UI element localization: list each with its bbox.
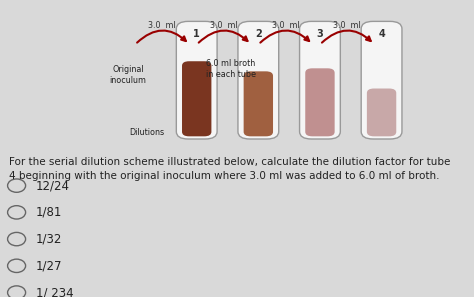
FancyBboxPatch shape	[300, 21, 340, 139]
Text: 1/27: 1/27	[36, 259, 62, 272]
Text: 3: 3	[317, 29, 323, 39]
FancyBboxPatch shape	[182, 61, 211, 136]
Text: 6.0 ml broth
in each tube: 6.0 ml broth in each tube	[206, 59, 256, 80]
FancyBboxPatch shape	[367, 89, 396, 136]
Text: 1/81: 1/81	[36, 206, 62, 219]
Text: 12/24: 12/24	[36, 179, 70, 192]
FancyBboxPatch shape	[238, 21, 279, 139]
FancyBboxPatch shape	[176, 21, 217, 139]
Text: 1/ 234: 1/ 234	[36, 286, 73, 297]
FancyBboxPatch shape	[361, 21, 402, 139]
Text: 1: 1	[193, 29, 200, 39]
Text: 3.0  ml: 3.0 ml	[148, 21, 176, 30]
Text: Original
inoculum: Original inoculum	[109, 65, 146, 86]
Text: For the serial dilution scheme illustrated below, calculate the dilution factor : For the serial dilution scheme illustrat…	[9, 157, 451, 181]
Text: 3.0  ml: 3.0 ml	[272, 21, 300, 30]
FancyBboxPatch shape	[244, 71, 273, 136]
Text: 3.0  ml: 3.0 ml	[210, 21, 238, 30]
FancyBboxPatch shape	[305, 68, 335, 136]
Text: Dilutions: Dilutions	[129, 128, 164, 137]
Text: 1/32: 1/32	[36, 233, 62, 246]
Text: 4: 4	[378, 29, 385, 39]
Text: 3.0  ml: 3.0 ml	[333, 21, 361, 30]
Text: 2: 2	[255, 29, 262, 39]
